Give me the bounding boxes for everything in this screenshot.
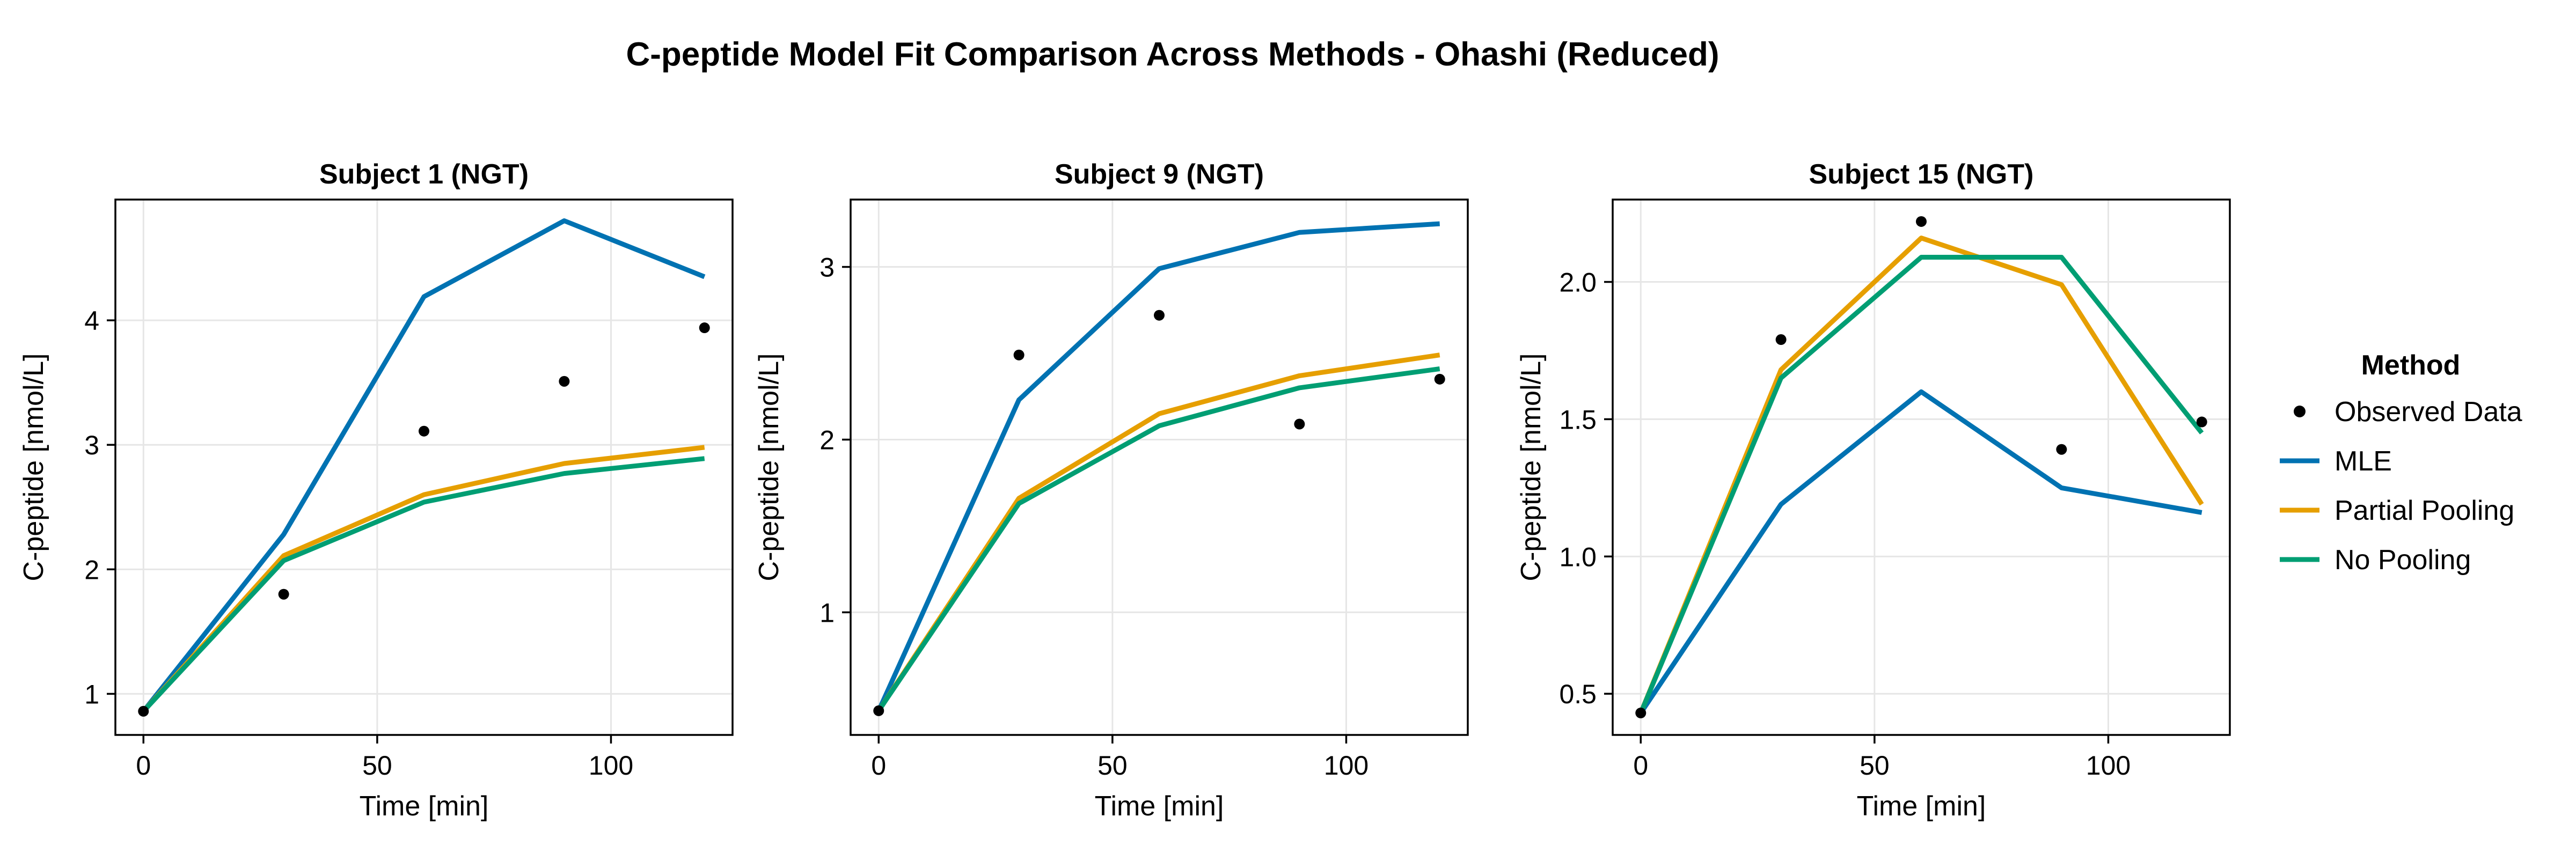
x-axis-label: Time [min] [1095, 791, 1224, 822]
y-tick-label: 2.0 [1559, 268, 1597, 298]
legend-label: No Pooling [2334, 544, 2471, 576]
y-axis-label: C-peptide [nmol/L] [753, 354, 785, 582]
y-tick-label: 0.5 [1559, 679, 1597, 709]
x-axis-label: Time [min] [1857, 791, 1986, 822]
legend-entry: Observed Data [2294, 396, 2522, 428]
legend-label: MLE [2334, 446, 2392, 477]
observed-point [1916, 216, 1927, 227]
figure-title: C-peptide Model Fit Comparison Across Me… [626, 36, 1719, 73]
panel-2: 0 50 100 1 2 3 Subject 9 (NGT) Time [min] C-pept… [753, 159, 1469, 822]
panel-1: 0 50 100 1 2 3 4 Subject 1 (NGT) Time [min] C-pep… [18, 159, 734, 822]
x-tick-label: 0 [1633, 750, 1648, 781]
observed-point [559, 376, 570, 387]
y-tick-label: 3 [84, 430, 99, 460]
series-line-no-pooling [1638, 255, 2204, 714]
observed-point [1635, 708, 1646, 719]
y-tick-label: 1.5 [1559, 404, 1597, 435]
series-line-no-pooling [876, 366, 1440, 712]
y-axis-label: C-peptide [nmol/L] [1516, 354, 1547, 582]
x-tick-label: 0 [136, 750, 151, 781]
legend-entry: No Pooling [2280, 544, 2471, 576]
y-tick-label: 1.0 [1559, 542, 1597, 572]
observed-point [419, 425, 429, 437]
panel-title: Subject 15 (NGT) [1809, 159, 2034, 190]
legend: Method Observed Data MLE Partial Pooling No … [2280, 350, 2522, 576]
legend-title: Method [2361, 350, 2461, 381]
observed-point [2196, 416, 2207, 428]
x-tick-label: 100 [2086, 750, 2131, 781]
observed-point [699, 322, 710, 334]
series-line-mle [876, 221, 1440, 712]
series-line-mle [141, 218, 706, 713]
observed-point [1154, 310, 1165, 321]
y-tick-label: 2 [819, 425, 835, 455]
observed-point [1294, 418, 1305, 430]
legend-marker [2294, 406, 2306, 417]
x-tick-label: 50 [1860, 750, 1890, 781]
observed-point [138, 705, 149, 717]
plot-frame [850, 198, 1469, 736]
series-group [141, 218, 706, 713]
x-tick-label: 50 [1097, 750, 1128, 781]
observed-point [2056, 444, 2067, 455]
series-group [1638, 236, 2204, 715]
legend-entry: Partial Pooling [2280, 495, 2514, 526]
series-line-mle [1638, 389, 2202, 715]
y-axis-label: C-peptide [nmol/L] [18, 354, 49, 582]
series-line-no-pooling [142, 456, 705, 713]
y-tick-label: 2 [84, 555, 99, 585]
observed-point [278, 588, 289, 600]
y-tick-label: 4 [84, 306, 99, 336]
y-tick-label: 3 [819, 253, 835, 283]
observed-point [1775, 334, 1787, 345]
panel-title: Subject 9 (NGT) [1055, 159, 1264, 190]
x-tick-label: 100 [1324, 750, 1368, 781]
x-tick-label: 0 [871, 750, 886, 781]
y-tick-label: 1 [84, 679, 99, 709]
panel-3: 0 50 100 0.5 1.0 1.5 2.0 Subject 15 (NGT) Time [… [1516, 159, 2231, 822]
observed-point [1013, 349, 1024, 360]
observed-point [1434, 373, 1445, 385]
legend-entry: MLE [2280, 446, 2392, 477]
y-tick-label: 1 [819, 598, 835, 628]
legend-label: Observed Data [2334, 396, 2522, 428]
plot-frame [1612, 198, 2231, 736]
panel-title: Subject 1 (NGT) [319, 159, 529, 190]
x-tick-label: 50 [362, 750, 392, 781]
legend-label: Partial Pooling [2334, 495, 2514, 526]
x-tick-label: 100 [589, 750, 633, 781]
observed-point [873, 705, 884, 716]
plot-frame [114, 198, 734, 736]
x-axis-label: Time [min] [360, 791, 489, 822]
series-group [876, 221, 1440, 712]
